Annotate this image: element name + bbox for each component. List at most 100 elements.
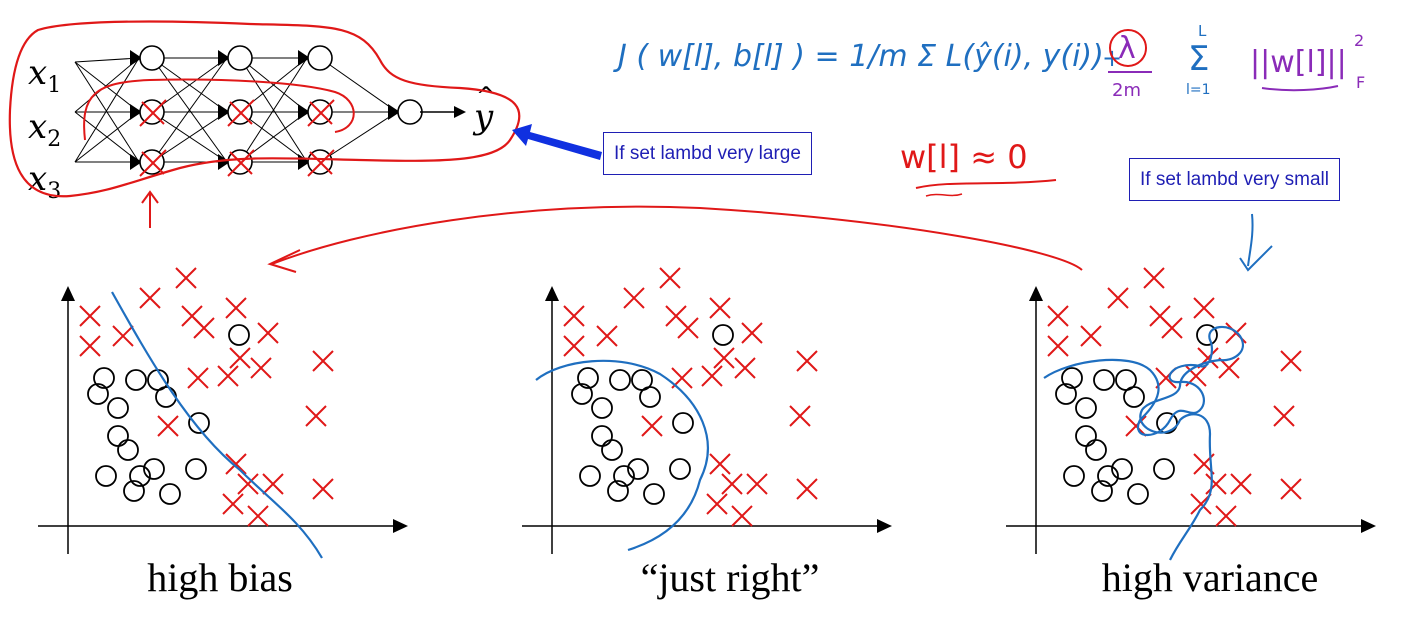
negative-example-circle (1097, 465, 1119, 487)
decision-boundary (111, 291, 323, 559)
negative-example-circle (601, 439, 623, 461)
output-label: y ^ (420, 82, 496, 137)
edge-arrowhead (218, 50, 230, 66)
negative-example-circle (228, 324, 250, 346)
positive-example-cross (262, 473, 284, 495)
dropped-unit-mark-2-1 (307, 149, 335, 177)
norm-sup: 2 (1354, 31, 1364, 50)
dropped-unit-mark-0-0 (139, 99, 167, 127)
positive-example-cross (1161, 317, 1183, 339)
positive-example-cross (746, 473, 768, 495)
positive-example-cross (175, 267, 197, 289)
edge-arrowhead (388, 104, 400, 120)
negative-example-circle (613, 465, 635, 487)
positive-example-cross (706, 493, 728, 515)
negative-example-circle (1075, 397, 1097, 419)
negative-example-circle (1156, 412, 1178, 434)
negative-example-circle (639, 386, 661, 408)
negative-example-circle (107, 397, 129, 419)
negative-example-circle (1055, 383, 1077, 405)
negative-example-circle (1127, 483, 1149, 505)
negative-example-circle (87, 383, 109, 405)
edge-arrowhead (218, 104, 230, 120)
negative-example-circle (95, 465, 117, 487)
decision-boundary-plots (38, 267, 1376, 561)
positive-example-cross (734, 357, 756, 379)
positive-example-cross (217, 365, 239, 387)
negative-example-circle (129, 465, 151, 487)
negative-example-circle (117, 439, 139, 461)
negative-example-circle (123, 480, 145, 502)
negative-example-circle (188, 412, 210, 434)
positive-example-cross (796, 350, 818, 372)
negative-example-circle (672, 412, 694, 434)
positive-example-cross (709, 453, 731, 475)
network-edges (74, 57, 398, 163)
caption-just-right: “just right” (640, 555, 820, 600)
negative-example-circle (712, 324, 734, 346)
negative-example-circle (577, 367, 599, 389)
output-hat: ^ (476, 82, 496, 110)
positive-example-cross (641, 415, 663, 437)
norm-sub: F (1356, 73, 1365, 92)
negative-example-circle (159, 483, 181, 505)
positive-example-cross (1125, 415, 1147, 437)
edge-arrowhead (298, 104, 310, 120)
plot-1 (522, 267, 892, 554)
neural-network: x1 x2 x3 y ^ (8, 20, 521, 228)
input-label-x3: x3 (28, 159, 61, 204)
lambda-denominator: 2m (1112, 80, 1141, 101)
positive-example-cross (701, 365, 723, 387)
positive-example-cross (563, 335, 585, 357)
input-label-x1: x1 (28, 53, 61, 98)
decision-boundary (535, 359, 709, 552)
positive-example-cross (623, 287, 645, 309)
positive-example-cross (1205, 473, 1227, 495)
negative-example-circle (607, 480, 629, 502)
positive-example-cross (250, 357, 272, 379)
hidden-unit-out-0 (397, 99, 423, 125)
negative-example-circle (669, 458, 691, 480)
lambda-symbol: λ (1118, 31, 1136, 66)
positive-example-cross (112, 325, 134, 347)
reg-sum-top: L (1198, 22, 1207, 40)
edge-arrowhead (130, 154, 142, 170)
plot-0 (38, 267, 408, 559)
negative-example-circle (1111, 458, 1133, 480)
positive-example-cross (312, 350, 334, 372)
negative-example-circle (1075, 425, 1097, 447)
x-axis-arrowhead (877, 519, 892, 533)
callout-lambda-large: If set lambd very large (603, 132, 812, 175)
input-label-x2: x2 (28, 107, 61, 152)
dropped-unit-mark-1-1 (227, 149, 255, 177)
dropped-unit-mark-2-0 (307, 99, 335, 127)
cost-formula: J ( w[l], b[l] ) = 1/m Σ L(ŷ(i), y(i)) +… (613, 22, 1365, 101)
positive-example-cross (741, 322, 763, 344)
reg-sum: Σ (1188, 39, 1209, 79)
negative-example-circle (1123, 386, 1145, 408)
positive-example-cross (222, 493, 244, 515)
edge-arrowhead (130, 104, 142, 120)
negative-example-circle (643, 483, 665, 505)
y-axis-arrowhead (545, 286, 559, 301)
positive-example-cross (1193, 297, 1215, 319)
positive-example-cross (257, 322, 279, 344)
plot-2 (1006, 267, 1376, 561)
positive-example-cross (312, 478, 334, 500)
positive-example-cross (157, 415, 179, 437)
y-axis-arrowhead (1029, 286, 1043, 301)
negative-example-circle (143, 458, 165, 480)
w-approx-zero-text: w[l] ≈ 0 (900, 138, 1028, 176)
positive-example-cross (721, 473, 743, 495)
negative-example-circle (1091, 480, 1113, 502)
w-approx-underline (915, 179, 1057, 189)
positive-example-cross (1080, 325, 1102, 347)
positive-example-cross (305, 405, 327, 427)
caption-high-bias: high bias (147, 555, 293, 600)
blue-down-arrow (1239, 213, 1273, 272)
positive-example-cross (79, 305, 101, 327)
negative-example-circle (107, 425, 129, 447)
positive-example-cross (187, 367, 209, 389)
network-outline (8, 20, 521, 198)
